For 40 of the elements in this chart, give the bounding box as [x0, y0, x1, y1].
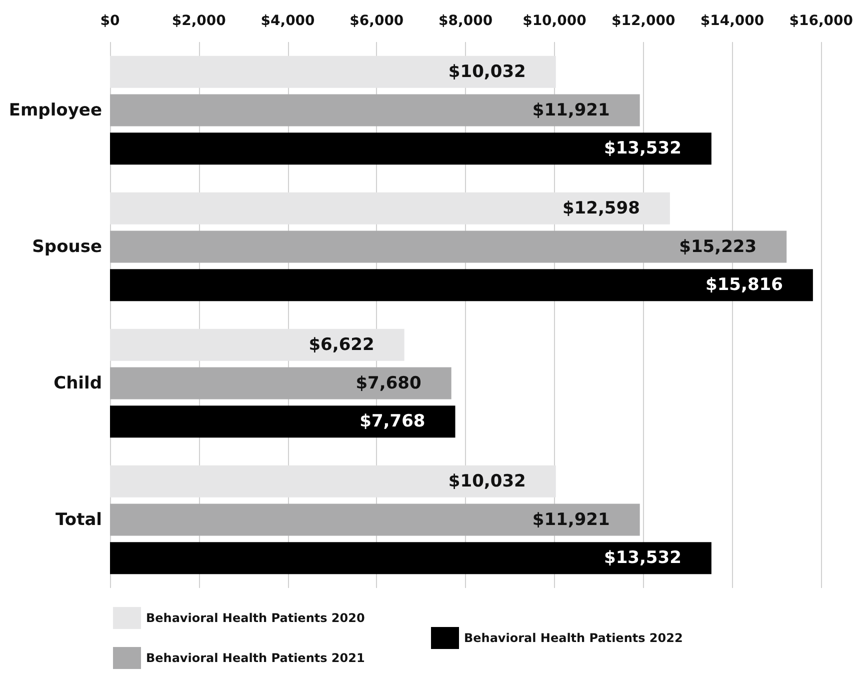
legend-label: Behavioral Health Patients 2022	[464, 631, 683, 645]
data-label: $13,532	[604, 548, 682, 568]
data-label: $11,921	[532, 100, 610, 120]
bar	[110, 406, 456, 438]
bar	[110, 132, 712, 165]
x-tick-label: $16,000	[789, 13, 854, 29]
x-tick-label: $12,000	[611, 13, 676, 29]
x-tick-label: $8,000	[438, 13, 493, 29]
bar	[110, 542, 712, 574]
x-tick-label: $14,000	[700, 13, 764, 29]
data-label: $7,768	[360, 412, 426, 432]
data-label: $11,921	[532, 510, 610, 530]
bar	[110, 504, 640, 536]
x-tick-label: $4,000	[260, 13, 316, 29]
y-tick-label: Total	[56, 510, 102, 530]
data-label: $10,032	[448, 62, 526, 82]
bar	[110, 230, 787, 263]
bar	[110, 269, 813, 302]
data-label: $13,532	[604, 138, 682, 159]
data-label: $12,598	[562, 198, 640, 218]
y-tick-label: Spouse	[32, 236, 102, 257]
bar	[110, 94, 640, 126]
legend-label: Behavioral Health Patients 2021	[146, 651, 365, 665]
y-tick-label: Child	[54, 373, 102, 394]
legend-label: Behavioral Health Patients 2020	[146, 611, 365, 625]
bar	[110, 367, 452, 400]
x-tick-label: $10,000	[522, 13, 587, 29]
y-tick-label: Employee	[8, 100, 102, 120]
bar	[110, 192, 670, 224]
data-label: $10,032	[448, 471, 526, 492]
bar	[110, 328, 404, 361]
x-tick-label: $6,000	[350, 13, 404, 29]
data-label: $15,223	[679, 236, 757, 257]
x-tick-label: $2,000	[172, 13, 226, 29]
bar	[110, 465, 556, 498]
data-label: $6,622	[308, 334, 374, 355]
x-tick-label: $0	[100, 13, 120, 29]
data-label: $15,816	[706, 275, 783, 296]
bar	[110, 56, 556, 88]
data-label: $7,680	[356, 373, 422, 394]
